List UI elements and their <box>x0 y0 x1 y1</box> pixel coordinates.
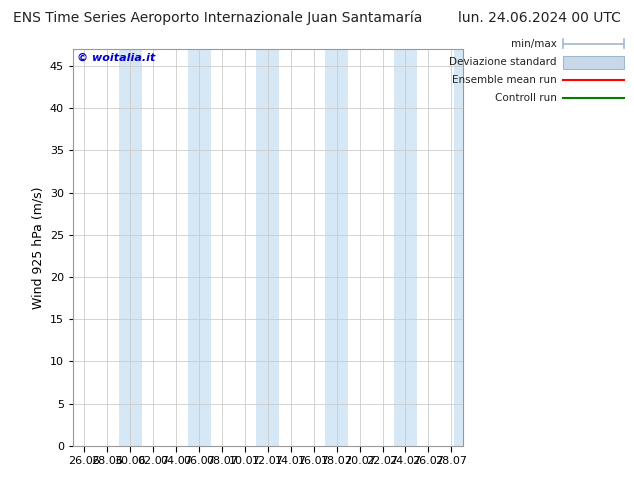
Bar <box>454 49 463 446</box>
Y-axis label: Wind 925 hPa (m/s): Wind 925 hPa (m/s) <box>31 186 44 309</box>
Bar <box>256 49 280 446</box>
FancyBboxPatch shape <box>563 56 624 69</box>
Bar <box>119 49 142 446</box>
Bar <box>188 49 210 446</box>
Text: Ensemble mean run: Ensemble mean run <box>452 75 557 85</box>
Text: ENS Time Series Aeroporto Internazionale Juan Santamaría: ENS Time Series Aeroporto Internazionale… <box>13 11 422 25</box>
Text: Deviazione standard: Deviazione standard <box>449 57 557 67</box>
Text: lun. 24.06.2024 00 UTC: lun. 24.06.2024 00 UTC <box>458 11 621 25</box>
Text: min/max: min/max <box>510 39 557 49</box>
Bar <box>394 49 417 446</box>
Text: Controll run: Controll run <box>495 94 557 103</box>
Text: © woitalia.it: © woitalia.it <box>77 53 155 63</box>
Bar <box>325 49 348 446</box>
